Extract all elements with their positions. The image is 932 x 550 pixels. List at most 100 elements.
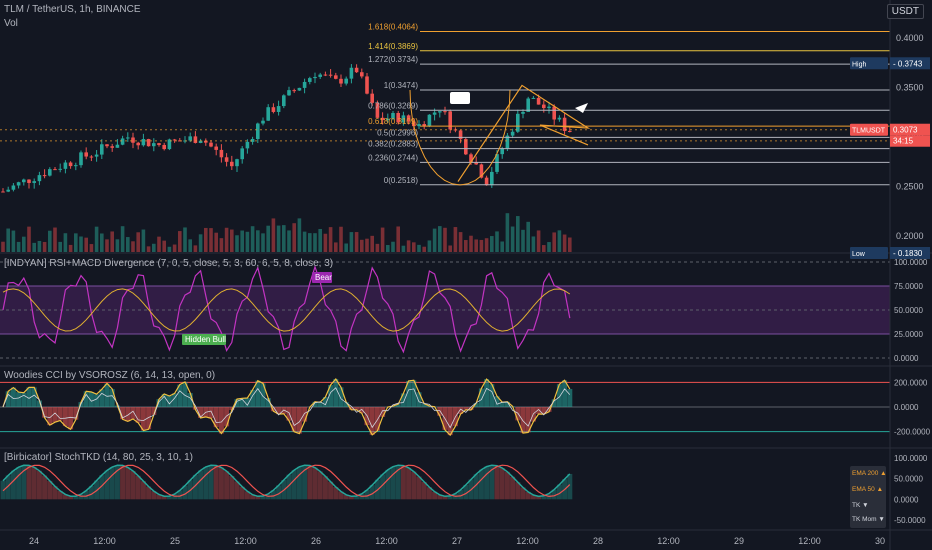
- cci-histogram-bar: [166, 396, 172, 407]
- cci-histogram-bar: [416, 392, 422, 407]
- cci-histogram-bar: [172, 393, 178, 407]
- candle-body: [152, 143, 156, 147]
- currency-button[interactable]: USDT: [886, 4, 924, 19]
- volume-legend[interactable]: Vol: [4, 18, 18, 29]
- volume-bar: [89, 244, 94, 252]
- cci-pane[interactable]: [0, 377, 890, 437]
- candle-body: [448, 111, 452, 130]
- volume-bar: [422, 246, 426, 252]
- volume-bar: [84, 237, 88, 252]
- time-tick-label: 29: [734, 536, 744, 546]
- cci-legend[interactable]: Woodies CCI by VSOROSZ (6, 14, 13, open,…: [4, 370, 216, 381]
- volume-bar: [32, 242, 36, 252]
- stoch-histogram-bar: [395, 465, 401, 500]
- candle-body: [313, 76, 317, 79]
- cci-tick-label: 200.0000: [894, 378, 928, 387]
- volume-bar: [58, 241, 62, 252]
- candle-body: [432, 112, 437, 115]
- cci-histogram-bar: [343, 402, 349, 407]
- rsi-macd-pane[interactable]: Bear Hidden Bull: [0, 261, 890, 359]
- rsi-tick-label: 100.0000: [894, 258, 928, 267]
- stoch-fast-line: [2, 464, 571, 498]
- rsi-tick-label: 25.0000: [894, 330, 923, 339]
- fib-level-label: 0.382(0.2883): [368, 140, 418, 149]
- volume-bar: [547, 242, 551, 252]
- stoch-histogram-bar: [276, 485, 282, 500]
- stoch-histogram-bar: [411, 471, 417, 500]
- price-pane[interactable]: 1.618(0.4064) 1.414(0.3869) 1.272(0.3734) 1…: [0, 22, 890, 252]
- volume-bar: [100, 233, 104, 252]
- candle-body: [146, 139, 151, 147]
- candle-body: [344, 78, 348, 84]
- time-tick-label: 12:00: [93, 536, 116, 546]
- cci-histogram-bar: [551, 399, 557, 407]
- candle-body: [32, 181, 36, 183]
- candle-body: [375, 102, 380, 118]
- stoch-histogram-bar: [99, 475, 105, 500]
- candle-body: [526, 98, 530, 112]
- price-label-value-tag: [890, 123, 930, 136]
- cci-histogram-bar: [120, 407, 126, 420]
- volume-bar: [521, 229, 525, 252]
- volume-bar: [157, 236, 161, 252]
- stoch-histogram-bar: [499, 467, 505, 500]
- stoch-tick-label: 100.0000: [894, 454, 928, 463]
- volume-bar: [412, 242, 416, 252]
- volume-bar: [531, 236, 536, 252]
- stoch-histogram-bar: [510, 476, 516, 500]
- volume-bar: [505, 213, 510, 252]
- candle-body: [469, 154, 473, 163]
- stoch-tkd-pane[interactable]: [0, 464, 573, 500]
- candle-body: [438, 111, 442, 113]
- cci-histogram-bar: [489, 384, 495, 407]
- cci-histogram-bar: [374, 407, 380, 431]
- cci-histogram-bar: [328, 385, 334, 407]
- candle-body: [328, 74, 333, 76]
- cci-histogram-bar: [62, 407, 68, 427]
- stoch-histogram-bar: [338, 491, 344, 500]
- fib-level-label: 0.236(0.2744): [368, 153, 418, 162]
- cci-histogram-bar: [380, 407, 386, 417]
- volume-bar: [245, 231, 250, 252]
- volume-bar: [339, 226, 343, 252]
- cci-histogram-bar: [130, 407, 136, 419]
- candle-body: [68, 162, 73, 167]
- stoch-histogram-bar: [26, 465, 32, 500]
- stoch-histogram-bar: [10, 470, 16, 500]
- cci-histogram-bar: [421, 403, 427, 407]
- candle-body: [349, 67, 354, 79]
- volume-bar: [349, 232, 354, 252]
- cci-histogram-bar: [354, 407, 360, 410]
- stoch-histogram-bar: [42, 475, 48, 500]
- stoch-histogram-bar: [369, 485, 375, 500]
- candle-body: [42, 175, 47, 177]
- turbo-cci-line: [2, 387, 571, 429]
- rsi-macd-legend[interactable]: [INDYAN] RSI+MACD Divergence (7, 0, 5, c…: [4, 258, 334, 269]
- stoch-histogram-bar: [250, 494, 256, 500]
- cci-histogram-bar: [525, 407, 531, 433]
- cci-histogram-bar: [187, 393, 193, 407]
- cci-histogram-bar: [250, 389, 256, 407]
- time-tick-label: 27: [452, 536, 462, 546]
- volume-bar: [328, 227, 333, 252]
- volume-bar: [308, 233, 312, 252]
- candle-body: [79, 152, 83, 166]
- volume-bar: [406, 240, 411, 252]
- cci-histogram-bar: [135, 407, 141, 423]
- stoch-histogram-bar: [120, 465, 126, 500]
- volume-bar: [542, 245, 546, 252]
- stoch-legend[interactable]: [Birbicator] StochTKD (14, 80, 25, 3, 10…: [4, 452, 193, 463]
- candle-body: [308, 78, 312, 82]
- price-label-tag: [850, 57, 888, 70]
- price-tick-label: 0.2000: [896, 231, 924, 241]
- cci-histogram-bar: [73, 407, 79, 420]
- time-tick-label: 24: [29, 536, 39, 546]
- candle-body: [271, 107, 276, 112]
- candle-body: [552, 106, 556, 120]
- candle-body: [11, 185, 16, 190]
- stoch-histogram-bar: [52, 486, 58, 500]
- symbol-legend[interactable]: TLM / TetherUS, 1h, BINANCE: [4, 4, 141, 15]
- stoch-histogram-bar: [348, 496, 354, 500]
- cci-histogram-bar: [322, 397, 328, 407]
